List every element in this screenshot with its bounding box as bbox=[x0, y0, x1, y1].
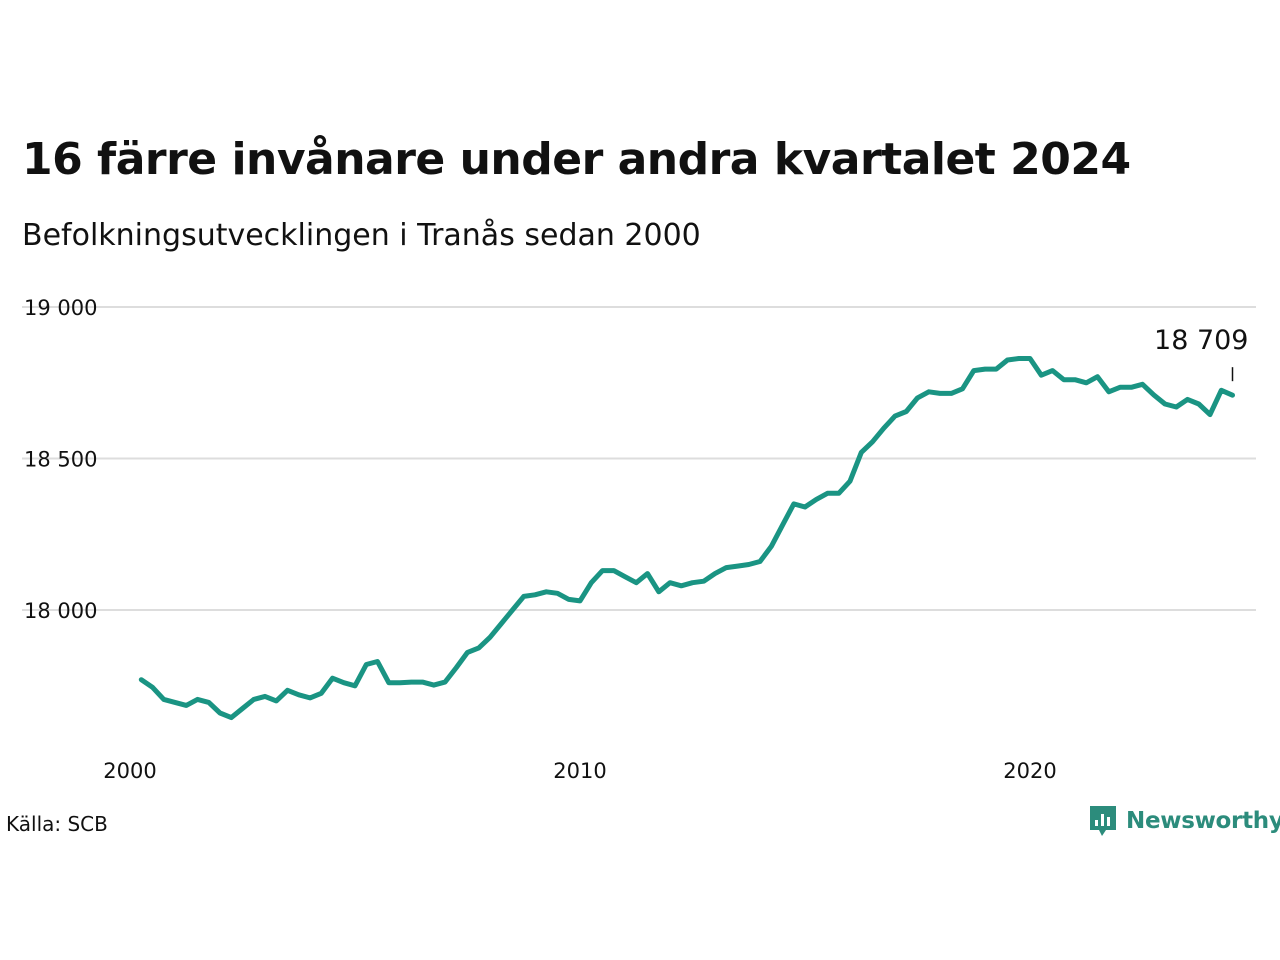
chart-title: 16 färre invånare under andra kvartalet … bbox=[22, 134, 1131, 185]
brand-name: Newsworthy bbox=[1126, 808, 1280, 834]
series-layer bbox=[138, 356, 1235, 721]
x-tick-label: 2010 bbox=[553, 759, 606, 783]
y-axis-ticks: 18 000 18 500 19 000 bbox=[24, 296, 97, 623]
y-tick-label: 19 000 bbox=[24, 296, 97, 320]
x-axis-ticks: 2000 2010 2020 bbox=[103, 759, 1056, 783]
chart-subtitle: Befolkningsutvecklingen i Tranås sedan 2… bbox=[22, 218, 701, 253]
series-line bbox=[138, 356, 1235, 721]
brand-logo[interactable]: Newsworthy bbox=[1088, 804, 1280, 838]
y-tick-label: 18 000 bbox=[24, 599, 97, 623]
newsworthy-logo-icon bbox=[1090, 806, 1116, 836]
x-tick-label: 2000 bbox=[103, 759, 156, 783]
end-value-label: 18 709 bbox=[1154, 325, 1248, 356]
gridlines bbox=[22, 306, 1256, 611]
end-label-layer: 18 709 bbox=[1154, 325, 1249, 382]
x-tick-label: 2020 bbox=[1003, 759, 1056, 783]
line-chart: 18 000 18 500 19 000 2000 2010 2020 18 709 bbox=[22, 296, 1256, 783]
source-label: Källa: SCB bbox=[6, 812, 108, 836]
y-tick-label: 18 500 bbox=[24, 448, 97, 472]
